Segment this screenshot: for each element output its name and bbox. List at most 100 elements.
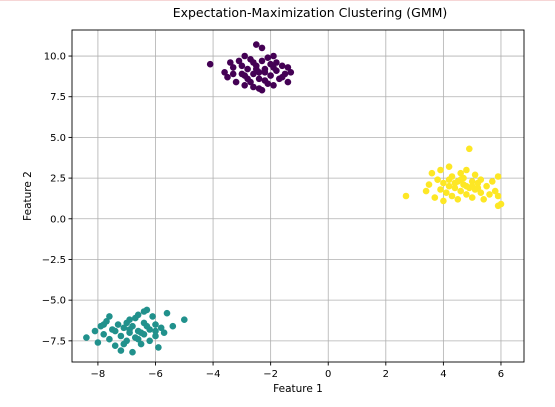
cluster-2-point <box>132 314 139 322</box>
cluster-1-point <box>250 70 257 78</box>
cluster-3-point <box>437 166 444 174</box>
cluster-2-point <box>117 332 125 340</box>
plot-frame <box>71 29 525 363</box>
x-tick-label: 4 <box>440 369 446 380</box>
x-tick-label: −8 <box>91 369 106 380</box>
cluster-2-point <box>157 324 165 332</box>
cluster-1-point <box>255 85 263 92</box>
cluster-3-point <box>468 178 476 185</box>
cluster-2-point <box>140 308 148 315</box>
x-tick-label: −2 <box>263 369 278 380</box>
cluster-1-point <box>270 64 277 71</box>
cluster-3-point <box>451 184 459 192</box>
cluster-1-point <box>284 78 292 86</box>
cluster-1-point <box>229 64 237 71</box>
cluster-2-point <box>163 309 171 317</box>
cluster-1-point <box>270 52 277 60</box>
cluster-2-point <box>149 313 156 320</box>
cluster-1-point <box>267 72 274 79</box>
cluster-1-point <box>252 65 260 73</box>
cluster-1-point <box>258 57 266 65</box>
x-tick-label: −4 <box>206 369 221 380</box>
cluster-3-point <box>463 166 470 174</box>
cluster-3-point <box>463 182 470 190</box>
cluster-1-point <box>247 78 254 86</box>
cluster-2-point <box>152 321 159 328</box>
y-tick-label: 2.5 <box>50 174 66 185</box>
cluster-1-point <box>264 54 272 61</box>
cluster-1-point <box>229 70 237 78</box>
cluster-1-point <box>244 65 251 73</box>
cluster-2-point <box>137 329 145 337</box>
cluster-2-point <box>169 322 177 330</box>
cluster-1-point <box>284 64 292 71</box>
cluster-2-point <box>114 321 122 328</box>
cluster-3-point <box>477 189 485 196</box>
cluster-1-point <box>258 44 266 52</box>
cluster-1-point <box>264 80 272 87</box>
top-border-line <box>0 0 555 1</box>
cluster-2-point <box>143 322 151 330</box>
cluster-3-point <box>468 182 476 190</box>
cluster-1-point <box>241 72 248 79</box>
cluster-3-point <box>457 176 465 183</box>
cluster-2-point <box>152 327 159 335</box>
x-tick-label: −6 <box>148 369 163 380</box>
cluster-2-point <box>91 327 99 335</box>
cluster-2-point <box>129 348 136 356</box>
cluster-2-point <box>100 321 107 328</box>
y-tick-label: −2.5 <box>42 255 66 266</box>
cluster-1-point <box>273 59 280 66</box>
y-tick-label: 7.5 <box>50 92 66 103</box>
y-tick-label: −7.5 <box>42 336 66 347</box>
chart-title: Expectation-Maximization Clustering (GMM… <box>173 5 448 20</box>
cluster-3-point <box>445 182 453 190</box>
cluster-3-point <box>494 202 502 210</box>
x-axis-ticks: −8 −6 −4 −2 0 2 4 6 <box>91 362 504 380</box>
cluster-1-point <box>241 82 248 89</box>
cluster-2-point <box>155 344 162 351</box>
cluster-1-point <box>238 62 246 70</box>
y-axis-label: Feature 2 <box>22 171 34 221</box>
cluster-2-point <box>83 334 90 341</box>
cluster-2-point <box>111 327 119 335</box>
y-tick-label: 5.0 <box>50 133 66 144</box>
cluster-2-point <box>146 337 153 345</box>
cluster-1-point <box>250 83 257 91</box>
cluster-3-point <box>474 184 482 192</box>
cluster-2-point <box>100 331 107 338</box>
cluster-3-point <box>480 196 488 203</box>
cluster-1-point <box>278 62 286 70</box>
cluster-3-point <box>425 181 433 188</box>
cluster-2-point <box>137 340 145 348</box>
cluster-3-point <box>454 196 462 203</box>
cluster-3-point <box>440 179 447 187</box>
cluster-2-point <box>94 339 102 346</box>
cluster-3-point <box>457 169 465 177</box>
y-axis-ticks: −7.5 −5.0 −2.5 0.0 2.5 5.0 7.5 10.0 <box>42 52 72 347</box>
cluster-2-point <box>126 326 133 333</box>
cluster-3-point <box>486 191 493 198</box>
cluster-1-point <box>227 59 234 66</box>
cluster-1-point <box>261 69 269 76</box>
y-tick-label: −5.0 <box>42 296 66 307</box>
cluster-3-point <box>431 194 439 201</box>
x-tick-label: 2 <box>383 369 389 380</box>
x-axis-label: Feature 1 <box>273 383 323 395</box>
x-tick-label: 0 <box>325 369 331 380</box>
cluster-2-point <box>120 340 128 348</box>
cluster-3-point <box>468 194 476 201</box>
cluster-2-point <box>111 342 119 350</box>
cluster-3-point <box>483 182 490 190</box>
cluster-1-point <box>255 75 263 83</box>
cluster-1-point <box>270 82 277 89</box>
cluster-2-point <box>106 313 113 320</box>
cluster-2-point <box>123 319 130 327</box>
cluster-3-point <box>457 187 465 195</box>
cluster-3-point <box>437 186 444 193</box>
cluster-3-point <box>448 192 456 200</box>
y-tick-label: 10.0 <box>44 52 66 63</box>
cluster-3-point <box>451 179 459 187</box>
cluster-3-point <box>466 145 473 153</box>
